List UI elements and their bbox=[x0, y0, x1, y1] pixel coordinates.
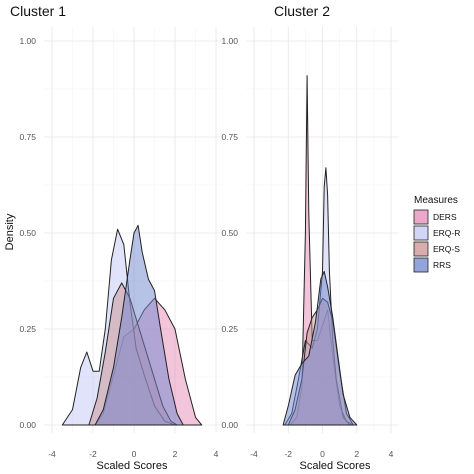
x-tick-label: 0 bbox=[320, 449, 325, 459]
x-tick-label: 2 bbox=[354, 449, 359, 459]
legend-swatch-rrs bbox=[413, 257, 429, 273]
y-tick-label: 0.00 bbox=[221, 420, 238, 430]
panel-title: Cluster 1 bbox=[10, 3, 66, 19]
x-tick-label: -4 bbox=[250, 449, 258, 459]
x-axis-title-2: Scaled Scores bbox=[300, 460, 371, 472]
panel-title: Cluster 2 bbox=[274, 3, 330, 19]
x-tick-label: 4 bbox=[214, 449, 219, 459]
legend-title: Measures bbox=[414, 195, 458, 206]
x-tick-label: 4 bbox=[389, 449, 394, 459]
density-rrs bbox=[282, 270, 358, 426]
y-tick-label: 0.25 bbox=[221, 324, 238, 334]
y-tick-label: 1.00 bbox=[19, 36, 36, 46]
x-tick-label: -2 bbox=[284, 449, 292, 459]
legend-label-erq-r: ERQ-R bbox=[433, 228, 460, 238]
y-tick-label: 0.50 bbox=[221, 228, 238, 238]
legend: Measures DERS ERQ-R ERQ-S RRS bbox=[413, 195, 460, 273]
panel-2: -4 -2 0 2 4 0.00 0.25 0.50 0.75 1.00 Cluster 2 bbox=[221, 3, 399, 459]
density-rrs bbox=[94, 224, 184, 426]
y-tick-label: 0.75 bbox=[19, 132, 36, 142]
y-tick-label: 0.50 bbox=[19, 228, 36, 238]
panel-1: -4 -2 0 2 4 0.00 0.25 0.50 0.75 1.00 Cluster 1 bbox=[10, 3, 224, 459]
legend-swatch-erq-r bbox=[413, 225, 429, 241]
x-tick-label: -2 bbox=[89, 449, 97, 459]
x-axis-title: Scaled Scores bbox=[97, 460, 168, 472]
x-tick-label: 2 bbox=[173, 449, 178, 459]
y-tick-label: 0.75 bbox=[221, 132, 238, 142]
legend-swatch-ders bbox=[413, 209, 429, 225]
legend-label-rrs: RRS bbox=[433, 260, 451, 270]
y-tick-label: 0.00 bbox=[19, 420, 36, 430]
legend-label-erq-s: ERQ-S bbox=[433, 244, 460, 254]
legend-swatch-erq-s bbox=[413, 241, 429, 257]
y-tick-label: 1.00 bbox=[221, 36, 238, 46]
y-tick-label: 0.25 bbox=[19, 324, 36, 334]
y-axis-title: Density bbox=[4, 213, 16, 250]
legend-label-ders: DERS bbox=[433, 212, 457, 222]
x-tick-label: -4 bbox=[48, 449, 56, 459]
x-tick-label: 0 bbox=[132, 449, 137, 459]
